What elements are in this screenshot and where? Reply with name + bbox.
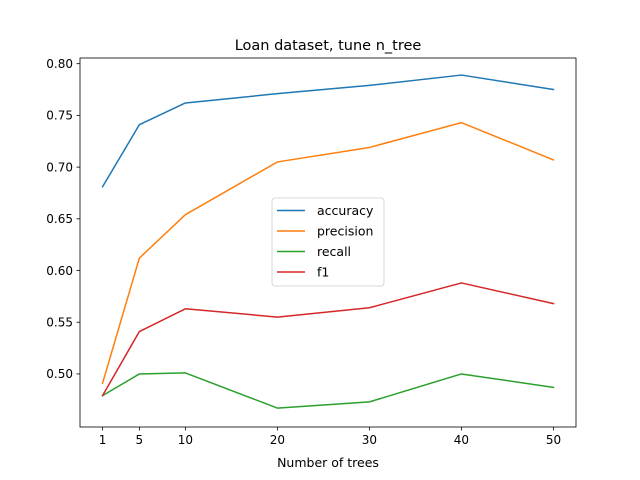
legend-entry-accuracy: accuracy xyxy=(317,203,374,218)
x-tick-label: 40 xyxy=(454,433,469,447)
x-tick-label: 50 xyxy=(546,433,561,447)
x-tick-label: 1 xyxy=(99,433,107,447)
series-line-f1 xyxy=(101,282,555,397)
axes-frame xyxy=(79,57,577,428)
legend-entry-f1: f1 xyxy=(317,265,329,280)
series-line-precision xyxy=(101,121,555,385)
chart-title: Loan dataset, tune n_tree xyxy=(235,38,422,54)
legend-entry-precision: precision xyxy=(317,224,373,239)
x-tick-label: 20 xyxy=(270,433,285,447)
legend-box xyxy=(271,197,385,287)
y-tick-label: 0.60 xyxy=(46,264,73,278)
x-axis-label: Number of trees xyxy=(277,455,379,470)
y-tick-label: 0.50 xyxy=(46,367,73,381)
series-line-recall xyxy=(101,372,555,409)
y-tick-label: 0.70 xyxy=(46,160,73,174)
y-tick-label: 0.65 xyxy=(46,212,73,226)
x-tick-label: 5 xyxy=(136,433,144,447)
y-tick-label: 0.55 xyxy=(46,316,73,330)
series-line-accuracy xyxy=(101,74,555,188)
y-tick-label: 0.80 xyxy=(46,57,73,71)
y-tick-label: 0.75 xyxy=(46,109,73,123)
plot-area: 1 5 10 20 30 40 50 0.50 0.55 0.60 0.65 0.70 0.75 0.80… xyxy=(46,57,577,447)
x-tick-label: 10 xyxy=(178,433,193,447)
legend-entry-recall: recall xyxy=(317,244,351,259)
x-tick-label: 30 xyxy=(362,433,377,447)
